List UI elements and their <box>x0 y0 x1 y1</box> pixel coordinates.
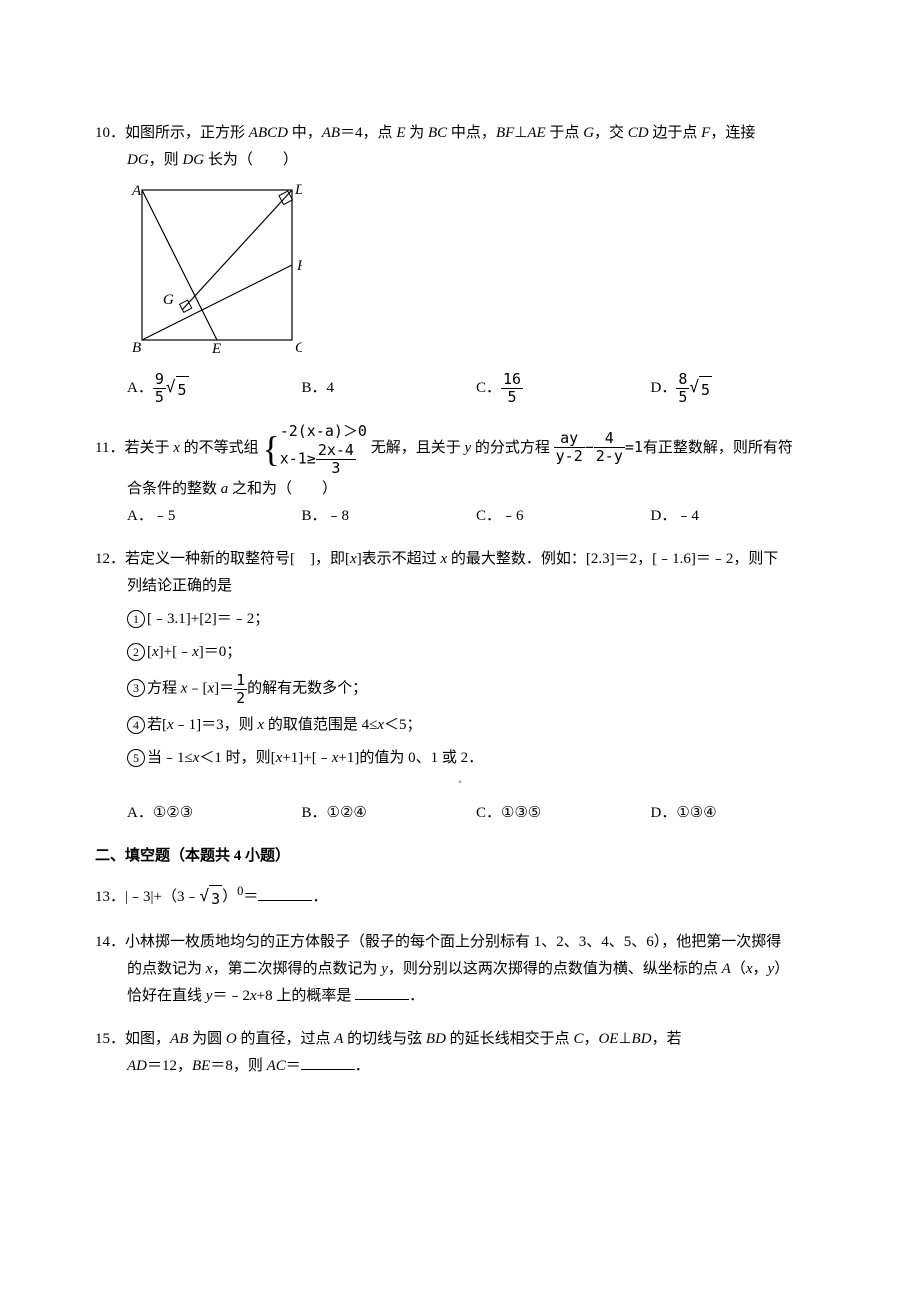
q11-option-B: B．﹣8 <box>302 503 477 530</box>
q12-item-1: 1[﹣3.1]+[2]＝﹣2； <box>95 606 825 633</box>
q10-stem-continue: DG，则 DG 长为（ ） <box>95 147 825 174</box>
q13-number: 13． <box>95 889 125 905</box>
question-11: 11．若关于 x 的不等式组 { -2(x-a)＞0 x-1≥2x-43 无解，… <box>95 421 825 530</box>
q11-option-C: C．﹣6 <box>476 503 651 530</box>
q15-stem: 15．如图，AB 为圆 O 的直径，过点 A 的切线与弦 BD 的延长线相交于点… <box>95 1026 825 1053</box>
q10-option-B: B．4 <box>302 371 477 405</box>
q12-item-3: 3方程 x﹣[x]＝12的解有无数多个； <box>95 672 825 706</box>
section-2-header: 二、填空题（本题共 4 小题） <box>95 843 825 870</box>
q10-options: A． 95√5 B．4 C． 165 D． 85√5 <box>95 371 825 405</box>
q11-option-D: D．﹣4 <box>651 503 826 530</box>
label-F: F <box>296 258 302 274</box>
q12-option-A: A．①②③ <box>127 800 302 827</box>
q11-options: A．﹣5 B．﹣8 C．﹣6 D．﹣4 <box>95 503 825 530</box>
q13-stem: 13．|﹣3|+（3﹣√3）0＝． <box>95 880 825 913</box>
center-mark: ▪ <box>95 774 825 792</box>
q11-stem-continue: 合条件的整数 a 之和为（ ） <box>95 476 825 503</box>
q15-number: 15． <box>95 1031 125 1047</box>
question-14: 14．小林掷一枚质地均匀的正方体骰子（骰子的每个面上分别标有 1、2、3、4、5… <box>95 929 825 1010</box>
q10-option-A: A． 95√5 <box>127 371 302 405</box>
q14-number: 14． <box>95 934 125 950</box>
label-B: B <box>132 340 141 355</box>
label-D: D <box>294 182 302 198</box>
q12-item-4: 4若[x﹣1]＝3，则 x 的取值范围是 4≤x＜5； <box>95 712 825 739</box>
q14-stem: 14．小林掷一枚质地均匀的正方体骰子（骰子的每个面上分别标有 1、2、3、4、5… <box>95 929 825 956</box>
q10-stem: 10．如图所示，正方形 ABCD 中，AB＝4，点 E 为 BC 中点，BF⊥A… <box>95 120 825 147</box>
q12-number: 12． <box>95 551 125 567</box>
q14-cont1: 的点数记为 x，第二次掷得的点数记为 y，则分别以这两次掷得的点数值为横、纵坐标… <box>95 956 825 983</box>
question-15: 15．如图，AB 为圆 O 的直径，过点 A 的切线与弦 BD 的延长线相交于点… <box>95 1026 825 1080</box>
q12-item-2: 2[x]+[﹣x]＝0； <box>95 639 825 666</box>
q14-cont2: 恰好在直线 y＝﹣2x+8 上的概率是 ． <box>95 983 825 1010</box>
inequality-system: { -2(x-a)＞0 x-1≥2x-43 <box>262 421 367 476</box>
q10-number: 10． <box>95 125 125 141</box>
q10-option-D: D． 85√5 <box>651 371 826 405</box>
label-A: A <box>131 183 142 199</box>
q15-cont: AD＝12，BE＝8，则 AC＝． <box>95 1053 825 1080</box>
q15-blank <box>301 1055 355 1070</box>
question-12: 12．若定义一种新的取整符号[ ]，即[x]表示不超过 x 的最大整数．例如：[… <box>95 546 825 827</box>
q14-blank <box>355 985 409 1000</box>
label-E: E <box>211 341 221 355</box>
q12-option-B: B．①②④ <box>302 800 477 827</box>
q13-blank <box>258 886 312 901</box>
q12-option-C: C．①③⑤ <box>476 800 651 827</box>
q12-stem: 12．若定义一种新的取整符号[ ]，即[x]表示不超过 x 的最大整数．例如：[… <box>95 546 825 573</box>
label-G: G <box>163 292 174 308</box>
q11-number: 11． <box>95 440 124 456</box>
q12-stem-continue: 列结论正确的是 <box>95 573 825 600</box>
q10-option-C: C． 165 <box>476 371 651 405</box>
q12-item-5: 5当﹣1≤x＜1 时，则[x+1]+[﹣x+1]的值为 0、1 或 2． <box>95 745 825 772</box>
q12-option-D: D．①③④ <box>651 800 826 827</box>
q12-options: A．①②③ B．①②④ C．①③⑤ D．①③④ <box>95 800 825 827</box>
q11-stem: 11．若关于 x 的不等式组 { -2(x-a)＞0 x-1≥2x-43 无解，… <box>95 421 825 476</box>
q11-option-A: A．﹣5 <box>127 503 302 530</box>
question-13: 13．|﹣3|+（3﹣√3）0＝． <box>95 880 825 913</box>
label-C: C <box>295 340 302 355</box>
q10-figure: A D B C E F G <box>127 180 825 365</box>
question-10: 10．如图所示，正方形 ABCD 中，AB＝4，点 E 为 BC 中点，BF⊥A… <box>95 120 825 405</box>
